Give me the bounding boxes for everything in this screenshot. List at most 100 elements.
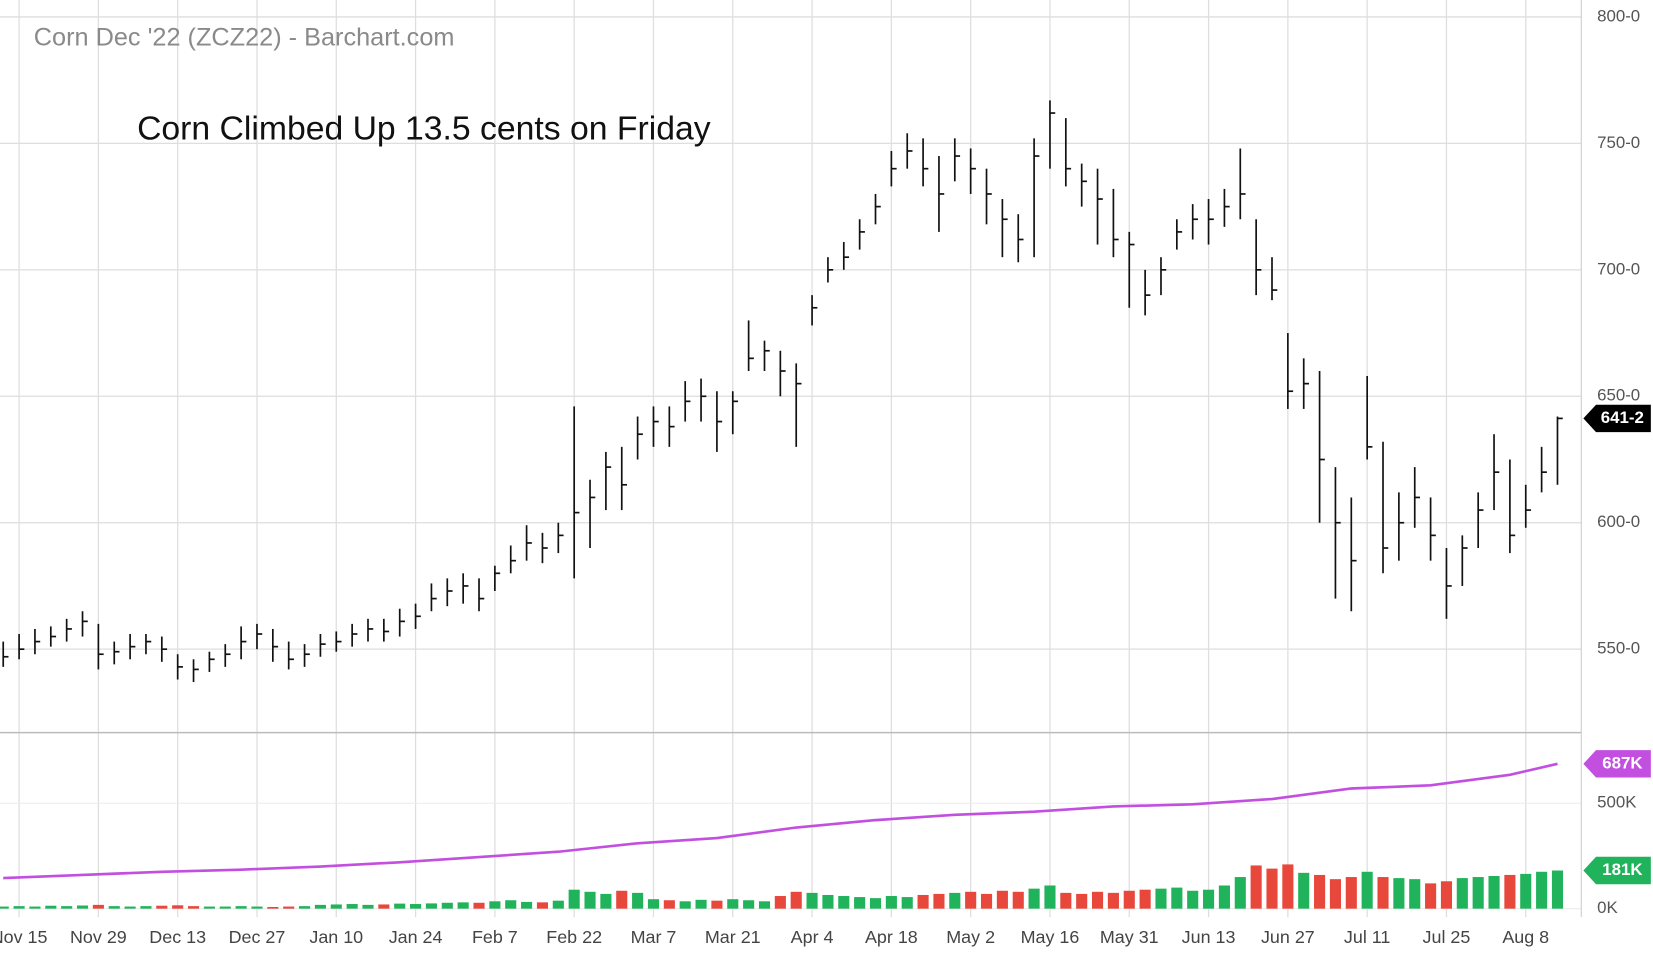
- volume-bar: [663, 900, 675, 909]
- volume-bar: [758, 901, 771, 909]
- volume-tick-label: 0K: [1597, 898, 1618, 917]
- volume-bar: [584, 891, 596, 909]
- volume-bar: [1060, 892, 1072, 909]
- last-volume-label: 181K: [1602, 860, 1643, 879]
- volume-bar: [1171, 887, 1183, 909]
- volume-bar: [235, 906, 247, 909]
- open-interest-tag: [1583, 750, 1651, 778]
- volume-bar: [283, 906, 295, 909]
- volume-bar: [172, 905, 184, 909]
- volume-bar: [933, 893, 945, 909]
- open-interest-label: 687K: [1602, 753, 1643, 772]
- volume-bar: [251, 906, 263, 909]
- volume-bar: [1536, 871, 1548, 909]
- volume-bar: [885, 896, 897, 909]
- volume-bar: [774, 896, 786, 909]
- volume-bar: [140, 906, 152, 909]
- volume-bar: [187, 906, 200, 909]
- volume-bar: [124, 906, 136, 909]
- volume-bar: [980, 893, 993, 909]
- volume-bar: [489, 901, 501, 909]
- volume-bar: [743, 900, 755, 909]
- last-volume-tag: [1583, 856, 1651, 885]
- volume-bar: [473, 902, 485, 909]
- volume-bar: [711, 900, 723, 909]
- y-tick-label: 700-0: [1597, 259, 1640, 278]
- volume-bar: [425, 903, 437, 909]
- volume-bar: [1107, 892, 1119, 909]
- volume-bar: [1155, 888, 1167, 909]
- x-tick-label: Apr 18: [865, 927, 918, 947]
- volume-bar: [647, 899, 660, 909]
- open-interest-line: [3, 762, 1558, 880]
- volume-bar: [1091, 891, 1104, 909]
- volume-bar: [29, 906, 41, 909]
- volume-bar: [616, 890, 628, 909]
- volume-bar: [1393, 878, 1405, 909]
- y-tick-label: 750-0: [1597, 133, 1640, 152]
- volume-bar: [1187, 890, 1199, 909]
- x-tick-label: May 31: [1100, 927, 1159, 947]
- volume-bar: [1361, 871, 1373, 909]
- volume-bar: [965, 891, 977, 909]
- volume-bar: [1472, 877, 1484, 909]
- volume-bar: [822, 894, 834, 909]
- volume-bar: [695, 899, 707, 909]
- volume-bar: [917, 894, 929, 909]
- volume-bar: [869, 898, 882, 909]
- x-tick-label: Feb 7: [472, 927, 518, 947]
- volume-bar: [45, 905, 57, 909]
- volume-bar: [806, 892, 818, 909]
- volume-bar: [600, 893, 612, 909]
- x-tick-label: Dec 27: [229, 927, 286, 947]
- volume-bar: [299, 906, 311, 909]
- volume-bar: [1329, 879, 1341, 909]
- volume-bar: [632, 892, 644, 909]
- x-tick-label: Aug 8: [1502, 927, 1549, 947]
- volume-bar: [394, 903, 406, 909]
- volume-bar: [1076, 893, 1088, 909]
- volume-bar: [1520, 873, 1532, 909]
- x-tick-label: Jun 13: [1182, 927, 1236, 947]
- volume-bar: [996, 890, 1008, 909]
- labels: Nov 15 Nov 29 Dec 13 Dec 27 Jan 10 Jan 24 Feb …: [0, 6, 1651, 947]
- volume-bar: [378, 904, 390, 909]
- volume-bar: [536, 902, 549, 909]
- x-tick-label: May 16: [1021, 927, 1080, 947]
- volume-bar: [219, 906, 231, 909]
- volume-bar: [1282, 864, 1294, 909]
- volume-bar: [521, 901, 533, 909]
- grid: [0, 0, 1582, 918]
- volume-bar: [330, 904, 342, 909]
- volume-bar: [1298, 872, 1310, 909]
- volume-bar: [1123, 890, 1135, 909]
- volume-bar: [1266, 868, 1278, 909]
- volume-bar: [1456, 878, 1468, 909]
- volume-bar: [0, 906, 9, 909]
- volume-bar: [76, 905, 89, 909]
- volume-tick-label: 500K: [1597, 793, 1637, 812]
- last-price-tag: [1583, 404, 1651, 433]
- volume-bar: [1345, 877, 1357, 909]
- volume-bar: [92, 904, 104, 909]
- volume-bar: [727, 899, 739, 909]
- volume-bar: [1504, 874, 1516, 909]
- x-tick-label: Jun 27: [1261, 927, 1315, 947]
- volume-bar: [1250, 865, 1262, 909]
- volume-bar: [1314, 874, 1326, 909]
- x-tick-label: Jul 11: [1344, 927, 1390, 947]
- volume-bar: [1377, 877, 1389, 909]
- volume-bar: [346, 904, 358, 909]
- y-tick-label: 800-0: [1597, 6, 1640, 25]
- x-tick-label: Feb 22: [546, 927, 602, 947]
- volume-bar: [552, 900, 564, 909]
- volume-bar: [1012, 891, 1024, 909]
- volume-bar: [108, 906, 120, 909]
- volume-bar: [1203, 889, 1215, 909]
- volume-bar: [1551, 870, 1564, 909]
- volume-bar: [901, 897, 913, 909]
- x-tick-label: Apr 4: [791, 927, 834, 947]
- volume-bar: [1028, 888, 1040, 909]
